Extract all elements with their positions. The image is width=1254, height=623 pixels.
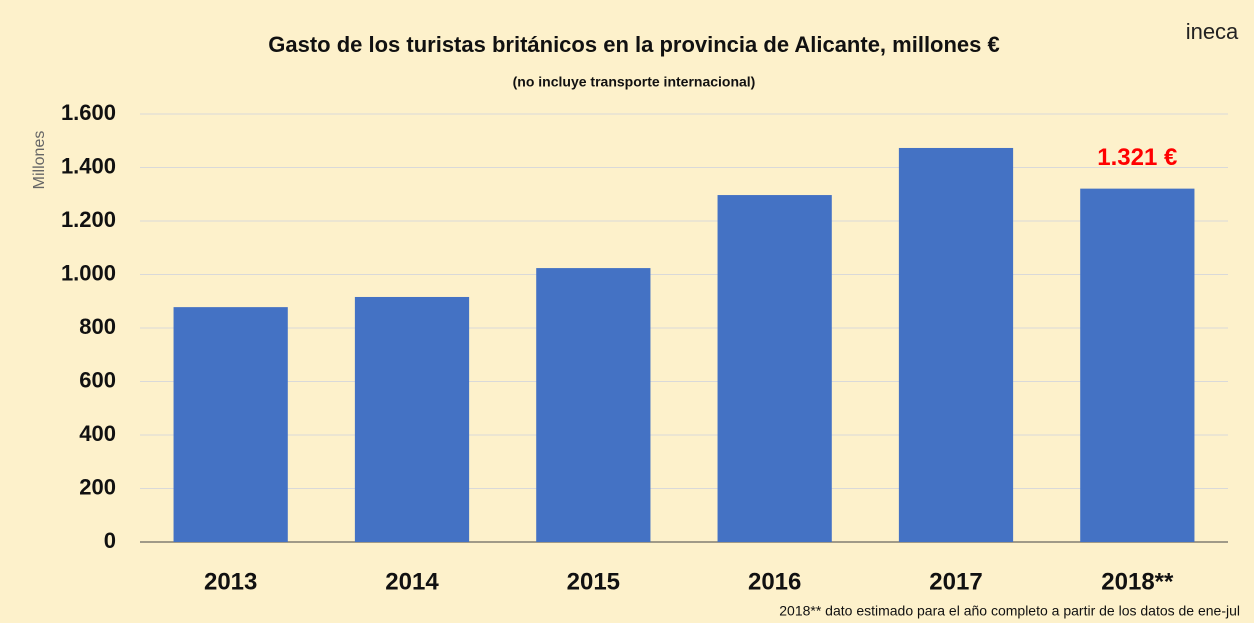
x-tick-label: 2017 bbox=[929, 568, 982, 595]
chart-subtitle: (no incluye transporte internacional) bbox=[513, 74, 756, 90]
y-tick-label: 800 bbox=[79, 314, 116, 339]
bar bbox=[1080, 188, 1195, 542]
y-tick-label: 0 bbox=[104, 528, 116, 553]
y-tick-label: 1.200 bbox=[61, 207, 116, 232]
footnote: 2018** dato estimado para el año complet… bbox=[779, 603, 1240, 619]
y-tick-label: 400 bbox=[79, 421, 116, 446]
y-tick-label: 200 bbox=[79, 474, 116, 499]
x-tick-label: 2016 bbox=[748, 568, 801, 595]
bar bbox=[536, 268, 651, 542]
y-tick-label: 1.600 bbox=[61, 100, 116, 125]
x-tick-label: 2014 bbox=[385, 568, 439, 595]
x-tick-label: 2018** bbox=[1101, 568, 1174, 595]
y-tick-label: 600 bbox=[79, 367, 116, 392]
y-tick-label: 1.000 bbox=[61, 260, 116, 285]
x-tick-label: 2015 bbox=[567, 568, 620, 595]
bar bbox=[173, 307, 288, 542]
data-label: 1.321 € bbox=[1097, 144, 1177, 171]
logo: ineca bbox=[1186, 19, 1239, 44]
y-axis-label: Millones bbox=[31, 131, 48, 190]
y-tick-label: 1.400 bbox=[61, 153, 116, 178]
bar bbox=[717, 195, 832, 543]
bar bbox=[354, 296, 470, 542]
chart-title: Gasto de los turistas británicos en la p… bbox=[268, 32, 1000, 57]
x-tick-label: 2013 bbox=[204, 568, 257, 595]
bar bbox=[898, 147, 1014, 542]
